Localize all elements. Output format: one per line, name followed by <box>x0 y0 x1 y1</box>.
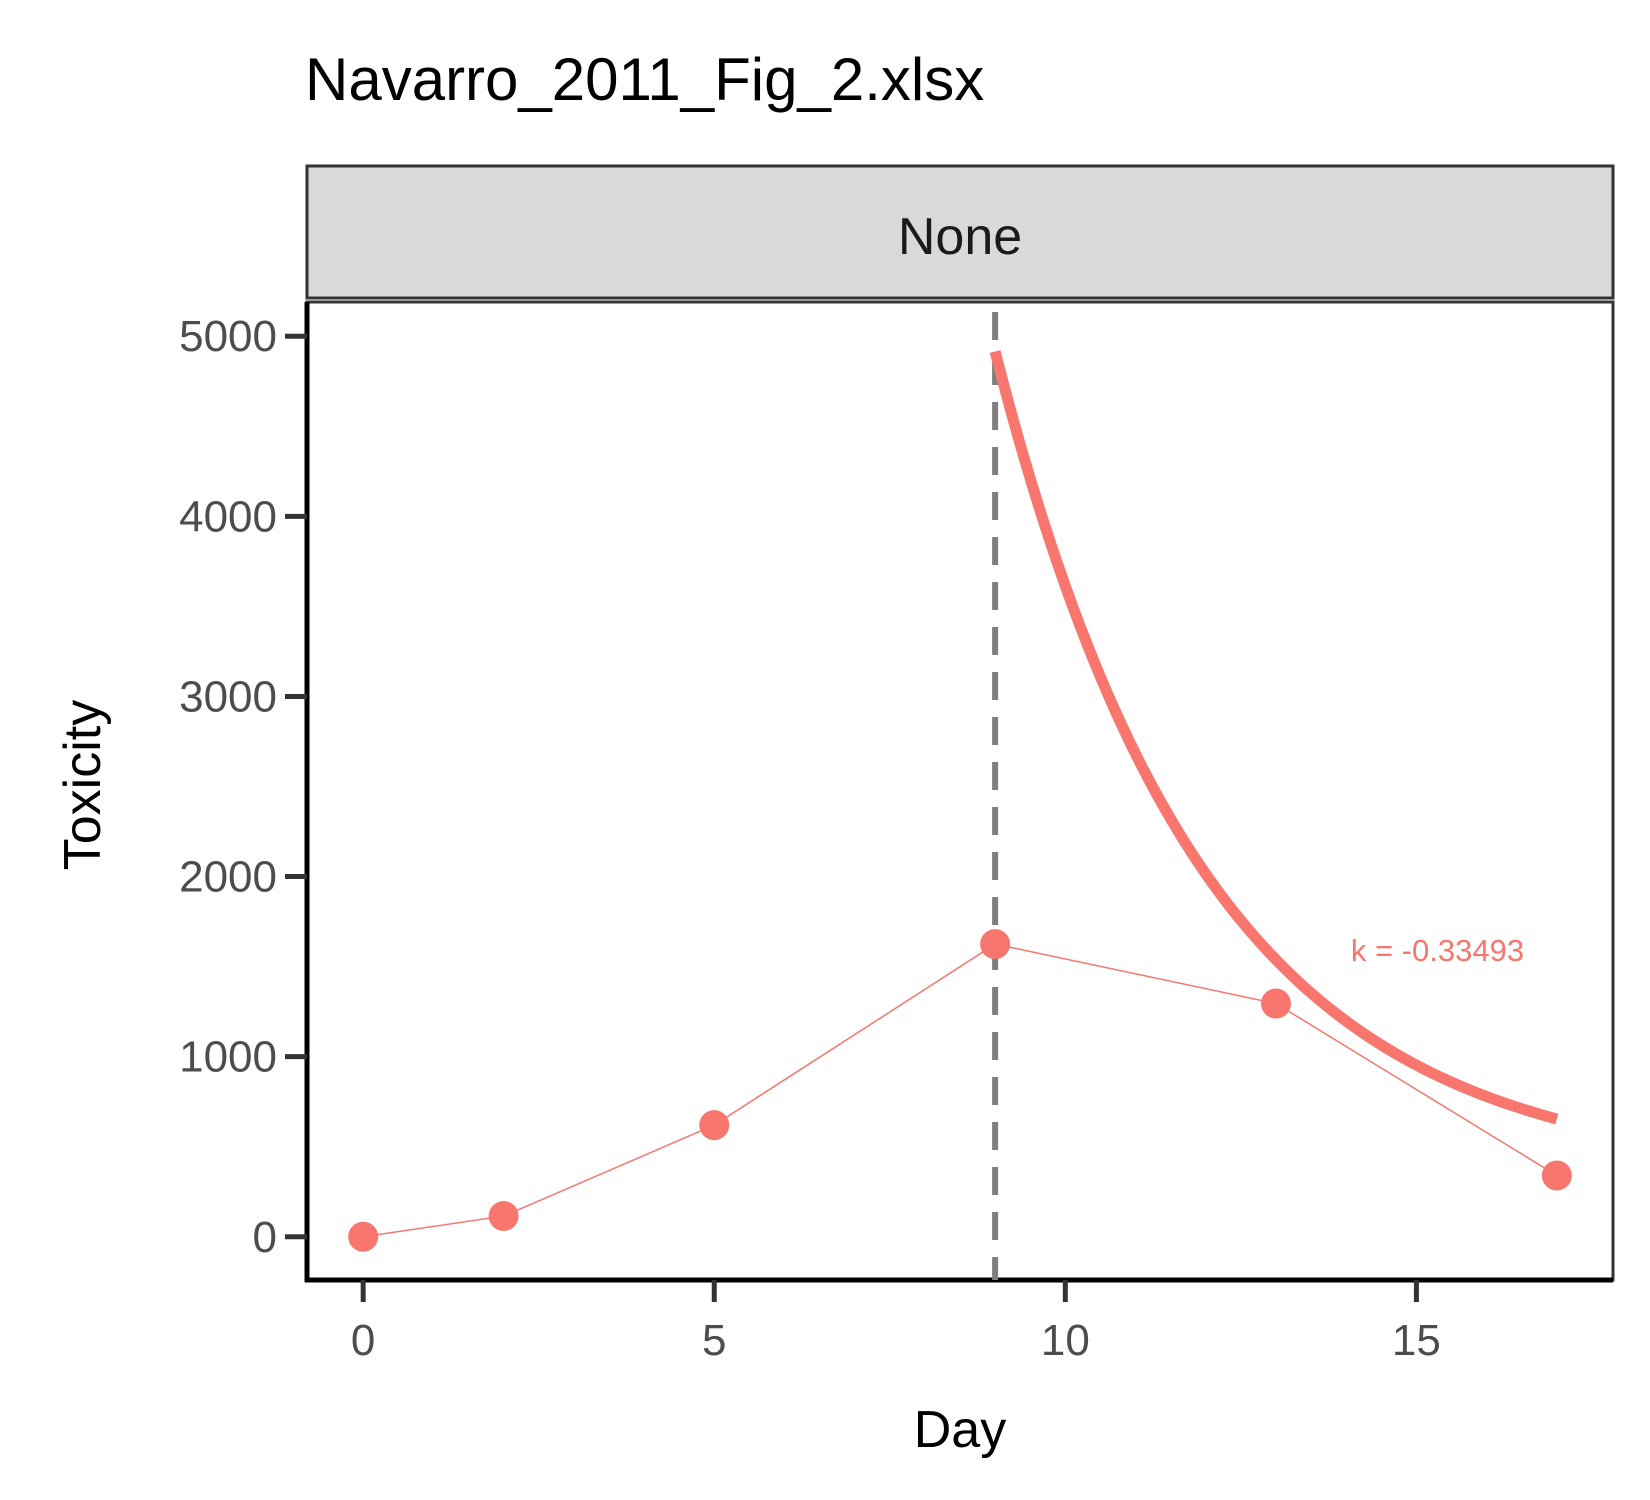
y-tick-label: 5000 <box>179 312 277 361</box>
y-tick-label: 2000 <box>179 853 277 902</box>
series-line <box>363 943 1558 1238</box>
facet-label: None <box>898 208 1022 266</box>
axes-group: 0 1000 2000 3000 4000 5000 0 5 10 15 <box>179 302 1613 1365</box>
x-tick-label: 10 <box>1041 1316 1090 1365</box>
x-axis-title: Day <box>914 1401 1006 1459</box>
data-point <box>348 1221 379 1252</box>
facet-strip <box>305 164 1615 300</box>
data-point <box>1541 1160 1572 1191</box>
plot-panel <box>305 300 1615 1282</box>
y-tick-label: 0 <box>253 1213 277 1262</box>
y-axis-title: Toxicity <box>54 700 112 870</box>
fit-curve <box>989 350 1559 1125</box>
y-tick-label: 3000 <box>179 672 277 721</box>
x-tick-label: 0 <box>351 1316 375 1365</box>
marks-group: k = -0.33493 <box>348 312 1572 1280</box>
y-tick-label: 1000 <box>179 1033 277 1082</box>
data-point <box>488 1201 519 1232</box>
data-point <box>699 1110 730 1141</box>
x-tick-label: 15 <box>1392 1316 1441 1365</box>
data-point <box>980 929 1011 960</box>
y-tick-label: 4000 <box>179 492 277 541</box>
x-tick-label: 5 <box>702 1316 726 1365</box>
k-annotation: k = -0.33493 <box>1351 933 1524 968</box>
data-point <box>1260 988 1291 1019</box>
chart-title: Navarro_2011_Fig_2.xlsx <box>305 46 984 113</box>
